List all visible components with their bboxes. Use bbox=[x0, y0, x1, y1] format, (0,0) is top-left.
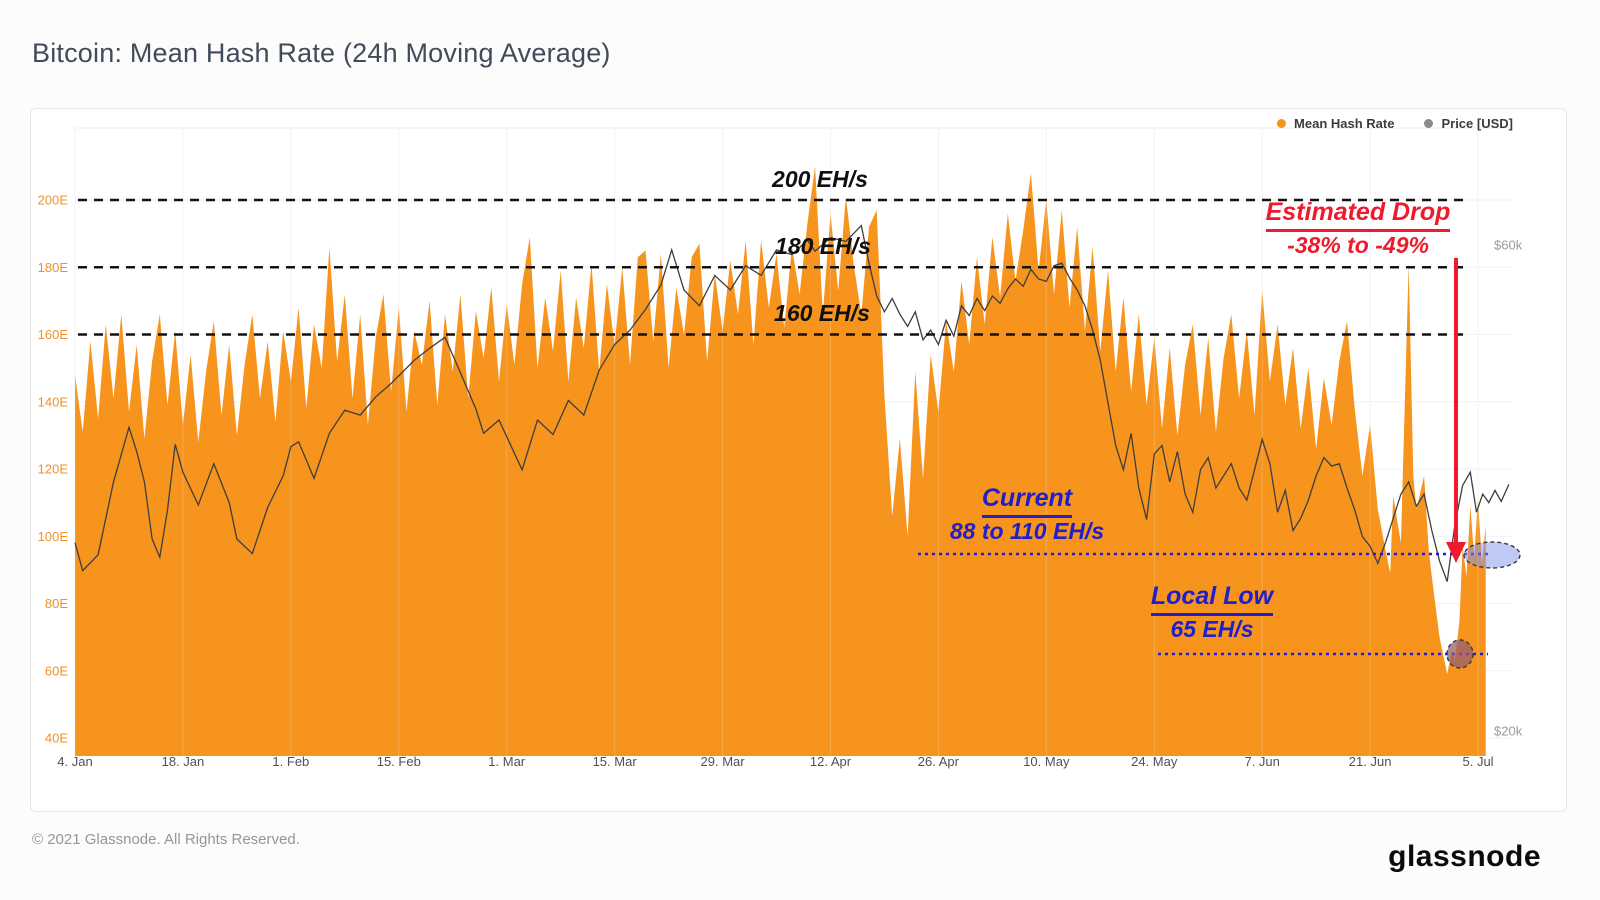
price-dot-icon bbox=[1424, 119, 1434, 128]
estimated-drop-annotation: Estimated Drop -38% to -49% bbox=[1243, 198, 1473, 259]
estimated-drop-title: Estimated Drop bbox=[1265, 198, 1451, 232]
legend-item-price: Price [USD] bbox=[1424, 116, 1513, 131]
ref-label-200ehs: 200 EH/s bbox=[772, 166, 868, 192]
hash-rate-dot-icon bbox=[1277, 119, 1287, 128]
local-low-annotation: Local Low 65 EH/s bbox=[1097, 582, 1327, 643]
current-title: Current bbox=[981, 484, 1073, 518]
legend-label: Mean Hash Rate bbox=[1294, 116, 1395, 131]
legend-label: Price [USD] bbox=[1441, 116, 1513, 131]
local-low-value: 65 EH/s bbox=[1170, 615, 1254, 642]
estimated-drop-range: -38% to -49% bbox=[1287, 231, 1429, 258]
ref-label-160ehs: 160 EH/s bbox=[774, 300, 870, 326]
page-title: Bitcoin: Mean Hash Rate (24h Moving Aver… bbox=[32, 38, 611, 68]
glassnode-logo: glassnode bbox=[1388, 840, 1541, 873]
ref-label-180ehs: 180 EH/s bbox=[775, 233, 871, 259]
local-low-title: Local Low bbox=[1150, 582, 1274, 616]
legend-item-hash-rate: Mean Hash Rate bbox=[1277, 116, 1394, 131]
current-range: 88 to 110 EH/s bbox=[949, 517, 1105, 544]
current-annotation: Current 88 to 110 EH/s bbox=[912, 484, 1142, 545]
copyright-text: © 2021 Glassnode. All Rights Reserved. bbox=[32, 831, 300, 848]
chart-legend: Mean Hash Rate Price [USD] bbox=[1277, 116, 1513, 131]
